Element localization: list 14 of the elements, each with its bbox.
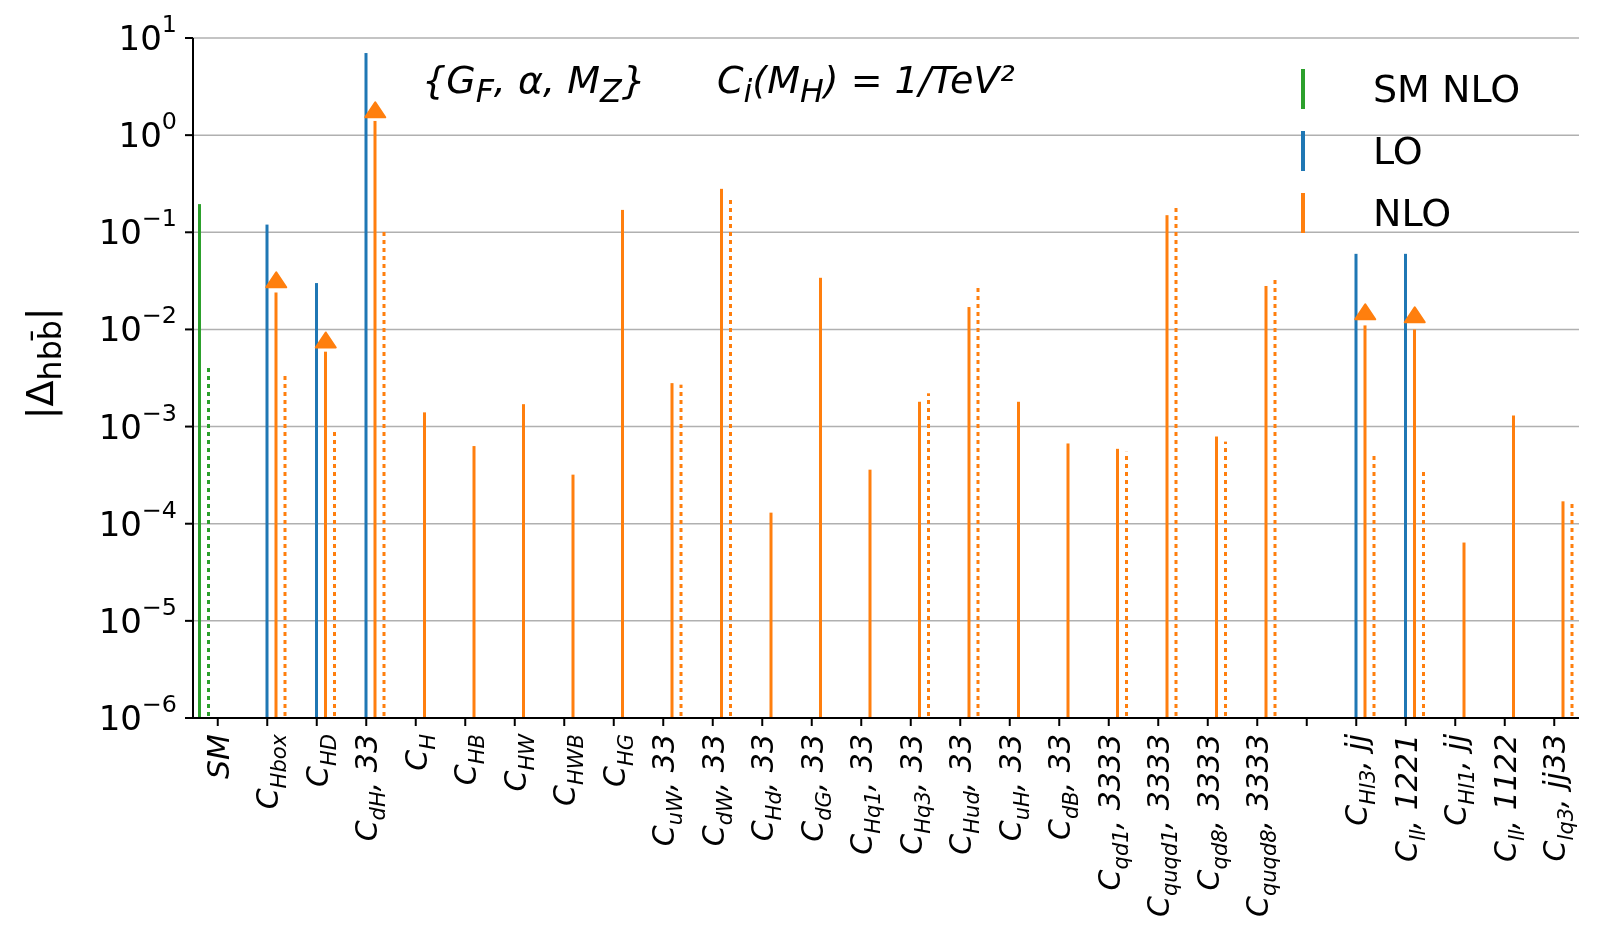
y-tick-label: 10$^{1}$ bbox=[118, 10, 177, 58]
y-tick-label: 10$^{−4}$ bbox=[98, 495, 177, 544]
y-tick-label: 10$^{−6}$ bbox=[98, 690, 177, 738]
y-tick-label: 10$^{−1}$ bbox=[98, 204, 177, 253]
y-tick-label: 10$^{−5}$ bbox=[98, 592, 177, 641]
legend-label: SM NLO bbox=[1373, 67, 1521, 111]
annotation: {G$_{F}$, α, M$_{Z}$} bbox=[422, 58, 646, 109]
annotation: C$_{i}$(M$_{H}$) = 1/TeV² bbox=[717, 58, 1015, 109]
y-tick-label: 10$^{−2}$ bbox=[98, 301, 177, 350]
legend-label: LO bbox=[1373, 129, 1423, 173]
x-tick-label: SM bbox=[200, 733, 236, 779]
y-tick-label: 10$^{−3}$ bbox=[98, 398, 177, 447]
legend-label: NLO bbox=[1373, 191, 1452, 235]
y-tick-label: 10$^{0}$ bbox=[118, 107, 177, 156]
